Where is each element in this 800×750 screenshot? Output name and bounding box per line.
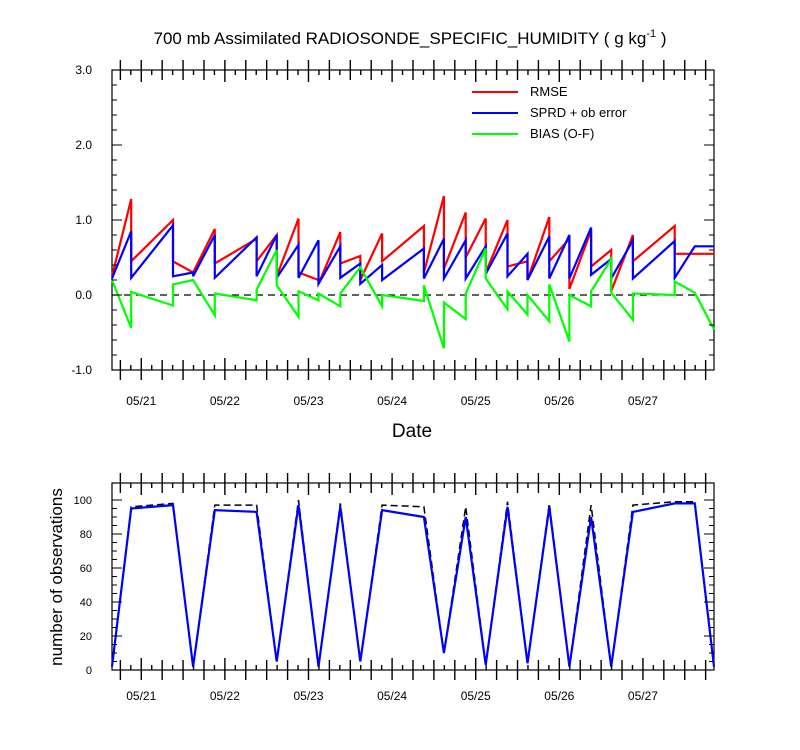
y-tick-label: 40 bbox=[80, 597, 92, 609]
y-tick-label: 1.0 bbox=[75, 213, 92, 227]
top-x-tick-labels: 05/21 05/22 05/23 05/24 05/25 05/26 05/27 bbox=[126, 394, 658, 408]
chart-title-superscript: -1 bbox=[646, 28, 656, 40]
y-tick-label: 0 bbox=[86, 665, 92, 677]
bottom-series-line-1 bbox=[110, 502, 716, 667]
top-tick-marks bbox=[112, 60, 714, 380]
top-panel: -1.00.01.02.03.0 05/21 05/22 05/23 05/24 05/… bbox=[71, 60, 715, 442]
legend: RMSE SPRD + ob error BIAS (O-F) bbox=[472, 84, 627, 141]
y-axis-title: number of observations bbox=[47, 488, 66, 666]
x-axis-title: Date bbox=[392, 421, 432, 442]
y-tick-label: 2.0 bbox=[75, 138, 92, 152]
x-tick-label: 05/24 bbox=[377, 689, 407, 703]
x-tick-label: 05/27 bbox=[628, 689, 658, 703]
x-tick-label: 05/26 bbox=[544, 689, 574, 703]
y-tick-label: 100 bbox=[74, 495, 92, 507]
x-tick-label: 05/25 bbox=[461, 689, 491, 703]
chart-title-main: 700 mb Assimilated RADIOSONDE_SPECIFIC_H… bbox=[154, 29, 647, 48]
chart-title: 700 mb Assimilated RADIOSONDE_SPECIFIC_H… bbox=[154, 28, 667, 48]
x-tick-label: 05/23 bbox=[293, 689, 323, 703]
top-y-tick-labels: -1.0 0.0 1.0 2.0 3.0 bbox=[71, 63, 92, 377]
x-tick-label: 05/21 bbox=[126, 394, 156, 408]
series-line-sprd-ob-error bbox=[110, 222, 714, 288]
bottom-y-tick-labels: 0 20 40 60 80 100 bbox=[74, 495, 92, 677]
series-line-bias-o-f bbox=[110, 248, 715, 349]
x-tick-label: 05/22 bbox=[210, 689, 240, 703]
bottom-x-tick-labels: 05/21 05/22 05/23 05/24 05/25 05/26 05/27 bbox=[126, 689, 658, 703]
y-tick-label: 0.0 bbox=[75, 288, 92, 302]
series-line-rmse bbox=[110, 195, 714, 292]
y-tick-label: 3.0 bbox=[75, 63, 92, 77]
bottom-tick-marks bbox=[112, 473, 714, 680]
x-tick-label: 05/21 bbox=[126, 689, 156, 703]
x-tick-label: 05/22 bbox=[210, 394, 240, 408]
x-tick-label: 05/25 bbox=[461, 394, 491, 408]
x-tick-label: 05/27 bbox=[628, 394, 658, 408]
svg-text:700 mb Assimilated RADIOSONDE_: 700 mb Assimilated RADIOSONDE_SPECIFIC_H… bbox=[154, 28, 667, 48]
legend-label: RMSE bbox=[530, 84, 568, 99]
y-tick-label: 60 bbox=[80, 563, 92, 575]
chart-title-tail: ) bbox=[656, 29, 666, 48]
x-tick-label: 05/23 bbox=[293, 394, 323, 408]
y-tick-label: 80 bbox=[80, 529, 92, 541]
x-tick-label: 05/26 bbox=[544, 394, 574, 408]
legend-label: SPRD + ob error bbox=[530, 105, 627, 120]
x-tick-label: 05/24 bbox=[377, 394, 407, 408]
y-tick-label: -1.0 bbox=[71, 363, 92, 377]
bottom-plot-area bbox=[110, 499, 716, 667]
top-plot-area bbox=[110, 195, 715, 349]
legend-label: BIAS (O-F) bbox=[530, 126, 594, 141]
y-tick-label: 20 bbox=[80, 631, 92, 643]
